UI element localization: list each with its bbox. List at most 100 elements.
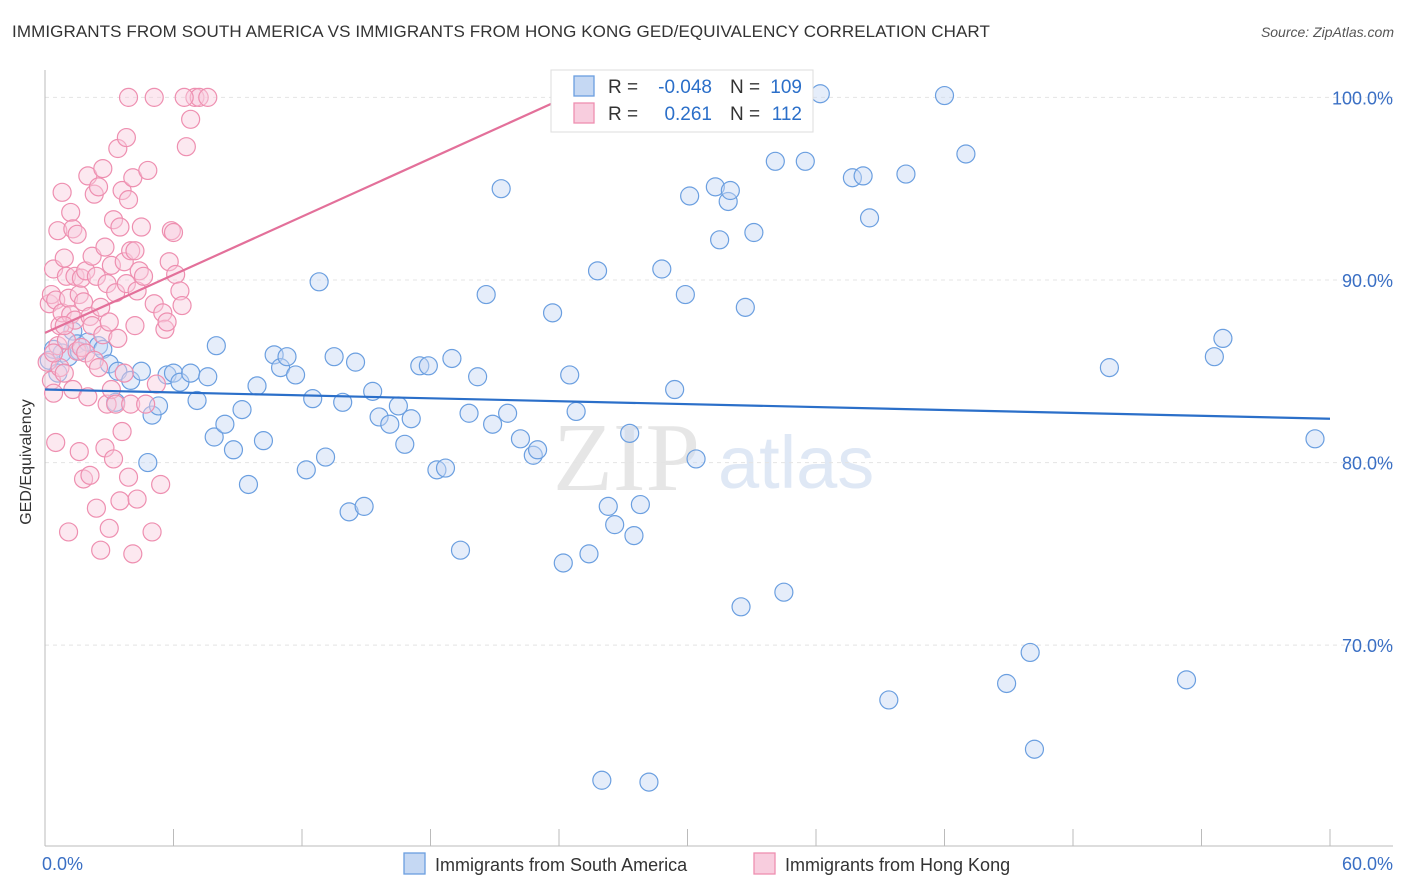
blue-point-95 xyxy=(810,84,830,104)
blue-point-62 xyxy=(491,179,511,199)
blue-point-81 xyxy=(665,379,685,400)
blue-point-24 xyxy=(198,367,218,387)
axes xyxy=(44,70,1393,847)
blue-point-67 xyxy=(542,303,563,323)
blue-point-88 xyxy=(720,180,740,201)
pink-point-86 xyxy=(133,266,154,286)
pink-point-89 xyxy=(142,522,162,542)
pink-point-103 xyxy=(181,109,201,129)
pink-point-79 xyxy=(123,544,143,564)
pink-point-45 xyxy=(86,498,107,518)
pink-point-92 xyxy=(151,474,171,495)
legend-frame xyxy=(550,69,814,133)
bottom-legend-swatch-pink xyxy=(753,852,776,875)
blue-point-22 xyxy=(181,363,201,383)
blue-point-109 xyxy=(1213,328,1233,349)
blue-point-108 xyxy=(1204,347,1224,367)
pink-point-81 xyxy=(125,316,145,336)
blue-point-91 xyxy=(744,222,764,243)
blue-point-23 xyxy=(187,390,207,411)
pink-point-69 xyxy=(112,421,132,442)
blue-point-60 xyxy=(476,284,496,305)
blue-point-93 xyxy=(774,582,794,602)
blue-point-42 xyxy=(333,392,353,412)
blue-point-40 xyxy=(315,447,336,467)
blue-point-32 xyxy=(253,431,274,451)
blue-point-64 xyxy=(510,429,531,449)
pink-point-37 xyxy=(78,387,98,407)
blue-point-83 xyxy=(680,186,700,206)
pink-point-66 xyxy=(110,217,130,237)
pink-point-46 xyxy=(88,177,109,197)
blue-point-97 xyxy=(853,166,873,186)
blue-point-98 xyxy=(859,208,880,228)
pink-point-106 xyxy=(198,87,218,107)
blue-point-51 xyxy=(401,409,421,429)
pink-point-65 xyxy=(108,328,128,349)
pink-point-74 xyxy=(118,190,139,210)
legend-r-label-blue: R = xyxy=(608,77,638,98)
blue-point-79 xyxy=(639,772,659,792)
legend-n-label-blue: N = xyxy=(730,77,760,98)
blue-point-78 xyxy=(630,494,650,515)
blue-point-75 xyxy=(605,515,625,535)
blue-point-43 xyxy=(339,502,359,522)
pink-point-12 xyxy=(52,182,72,202)
blue-point-29 xyxy=(232,400,252,420)
pink-point-83 xyxy=(127,489,147,509)
blue-point-72 xyxy=(587,261,608,281)
blue-point-106 xyxy=(1099,358,1120,378)
legend-r-label-pink: R = xyxy=(608,104,638,125)
blue-point-107 xyxy=(1176,670,1197,690)
pink-point-98 xyxy=(163,222,184,243)
pink-point-110 xyxy=(43,343,64,363)
pink-point-29 xyxy=(69,442,89,462)
blue-point-103 xyxy=(997,673,1017,694)
correlation-legend: R = -0.048 N = 109 R = 0.261 N = 112 xyxy=(550,69,814,133)
y-tick-label-100: 100.0% xyxy=(1332,88,1393,108)
legend-n-value-pink: 112 xyxy=(772,104,802,125)
blue-trend-line xyxy=(44,388,1331,420)
pink-point-57 xyxy=(99,518,119,538)
bottom-legend-label-pink: Immigrants from Hong Kong xyxy=(785,855,1010,875)
series-hong-kong-points xyxy=(37,87,218,564)
blue-point-74 xyxy=(598,496,618,516)
legend-n-label-pink: N = xyxy=(730,104,760,125)
blue-point-58 xyxy=(459,403,479,423)
blue-point-76 xyxy=(620,423,640,443)
blue-point-100 xyxy=(896,164,916,184)
pink-point-93 xyxy=(153,303,173,323)
pink-point-15 xyxy=(54,363,74,383)
pink-point-24 xyxy=(65,266,85,286)
pink-point-109 xyxy=(174,87,194,107)
pink-point-59 xyxy=(101,379,121,400)
pink-point-85 xyxy=(131,217,151,237)
pink-point-61 xyxy=(103,449,124,469)
blue-point-55 xyxy=(435,458,456,478)
pink-point-76 xyxy=(121,241,141,261)
pink-point-60 xyxy=(103,210,124,230)
blue-point-99 xyxy=(879,690,899,710)
blue-point-63 xyxy=(498,403,518,423)
series-legend: Immigrants from South America Immigrants… xyxy=(403,852,1010,875)
pink-point-19 xyxy=(58,522,79,542)
blue-point-70 xyxy=(566,401,586,422)
blue-point-31 xyxy=(247,376,267,396)
pink-point-44 xyxy=(86,266,107,286)
blue-point-104 xyxy=(1020,642,1040,663)
blue-point-69 xyxy=(560,365,580,385)
blue-point-105 xyxy=(1024,739,1045,759)
blue-point-27 xyxy=(215,414,235,434)
watermark-zip: ZIP xyxy=(553,404,700,512)
blue-point-15 xyxy=(131,361,151,381)
blue-point-94 xyxy=(795,151,815,171)
pink-point-102 xyxy=(176,137,196,157)
pink-point-63 xyxy=(106,394,126,414)
blue-point-47 xyxy=(369,407,389,427)
pink-point-101 xyxy=(172,295,192,316)
blue-point-25 xyxy=(204,427,224,447)
blue-point-61 xyxy=(483,414,503,434)
pink-point-47 xyxy=(88,358,109,378)
blue-point-56 xyxy=(442,348,462,369)
